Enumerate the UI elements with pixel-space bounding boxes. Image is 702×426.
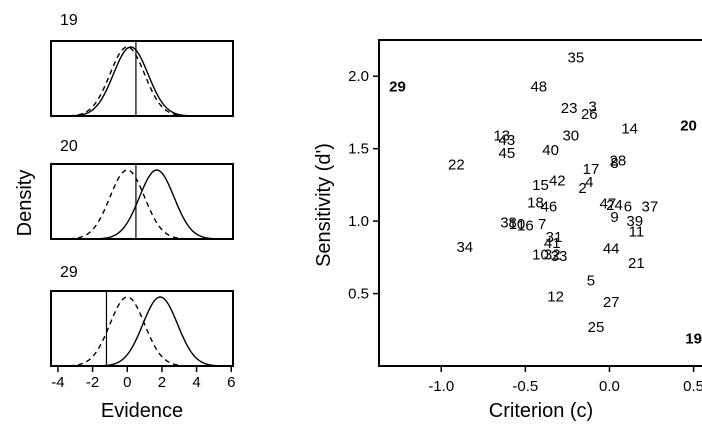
participant-point-32: 32 xyxy=(544,246,561,263)
participant-point-34: 34 xyxy=(456,239,473,256)
panel-frame xyxy=(50,40,234,117)
panel-label: 29 xyxy=(60,264,78,281)
participant-point-9: 9 xyxy=(610,209,618,226)
evidence-tick-label: -4 xyxy=(51,374,64,391)
sensitivity-tick-label: 1.0 xyxy=(348,213,369,230)
density-panel-29: 29 xyxy=(50,264,234,367)
participant-point-11: 11 xyxy=(629,223,645,240)
participant-point-10: 10 xyxy=(509,216,526,233)
evidence-tick-label: 4 xyxy=(192,374,200,391)
sensitivity-tick-label: 1.5 xyxy=(348,141,369,158)
participant-point-24: 24 xyxy=(606,197,623,214)
participant-point-13: 13 xyxy=(493,128,510,145)
participant-point-44: 44 xyxy=(603,241,620,258)
participant-point-30: 30 xyxy=(562,128,579,145)
participant-point-43: 43 xyxy=(499,132,516,149)
participant-point-42: 42 xyxy=(549,173,566,190)
participant-point-20: 20 xyxy=(680,117,697,134)
noise-distribution-curve xyxy=(50,296,233,367)
participant-point-37: 37 xyxy=(642,199,659,216)
evidence-tick-label: 6 xyxy=(227,374,235,391)
participant-point-27: 27 xyxy=(603,294,620,311)
participant-point-26: 26 xyxy=(581,106,598,123)
participant-point-12: 12 xyxy=(547,288,564,305)
panel-frame xyxy=(50,290,234,367)
participant-point-19: 19 xyxy=(685,330,702,347)
participant-point-6: 6 xyxy=(624,199,632,216)
criterion-tick-label: 0.0 xyxy=(599,378,620,395)
evidence-tick-label: -2 xyxy=(86,374,99,391)
participant-point-4: 4 xyxy=(585,174,593,191)
participant-point-18: 18 xyxy=(527,194,544,211)
participant-point-23: 23 xyxy=(561,100,578,117)
participant-point-14: 14 xyxy=(621,120,638,137)
evidence-axis-title: Evidence xyxy=(101,400,183,422)
participant-point-5: 5 xyxy=(587,273,595,290)
evidence-axis: -4 -2 0 2 4 6 xyxy=(51,366,235,391)
participant-point-7: 7 xyxy=(538,216,546,233)
participant-point-48: 48 xyxy=(530,78,547,95)
participant-point-40: 40 xyxy=(542,142,559,159)
participant-point-16: 16 xyxy=(517,217,534,234)
participant-point-17: 17 xyxy=(583,161,600,178)
participant-point-28: 28 xyxy=(610,152,627,169)
panel-label: 19 xyxy=(60,12,78,29)
participant-point-21: 21 xyxy=(628,255,645,272)
density-axis-title: Density xyxy=(14,170,36,237)
participant-point-8: 8 xyxy=(610,155,618,172)
participant-point-46: 46 xyxy=(541,199,558,216)
signal-distribution-curve xyxy=(51,169,234,240)
scatter-frame xyxy=(378,39,702,367)
participant-point-38: 38 xyxy=(500,215,517,232)
sensitivity-axis-title: Sensitivity (d') xyxy=(313,143,335,267)
evidence-tick-label: 0 xyxy=(123,374,131,391)
criterion-tick-label: 0.5 xyxy=(683,378,702,395)
panel-label: 20 xyxy=(60,138,78,155)
participant-point-25: 25 xyxy=(588,319,605,336)
participant-point-33: 33 xyxy=(551,248,568,265)
noise-distribution-curve xyxy=(50,169,233,240)
noise-distribution-curve xyxy=(50,46,233,117)
participant-point-47: 47 xyxy=(599,196,616,213)
sensitivity-tick-label: 2.0 xyxy=(348,68,369,85)
participant-point-15: 15 xyxy=(532,177,549,194)
criterion-axis-title: Criterion (c) xyxy=(489,400,593,422)
participant-point-45: 45 xyxy=(499,145,516,162)
participant-point-3: 3 xyxy=(588,99,596,116)
density-panels: 19 20 29 xyxy=(50,12,234,367)
criterion-tick-label: -0.5 xyxy=(512,378,538,395)
participant-point-22: 22 xyxy=(448,157,465,174)
signal-distribution-curve xyxy=(51,46,233,117)
participant-point-10: 10 xyxy=(532,246,549,263)
sensitivity-tick-label: 0.5 xyxy=(348,286,369,303)
evidence-tick-label: 2 xyxy=(158,374,166,391)
panel-frame xyxy=(50,163,234,240)
participant-point-2: 2 xyxy=(578,180,586,197)
participant-point-41: 41 xyxy=(544,235,561,252)
signal-distribution-curve xyxy=(51,296,233,367)
criterion-tick-label: -1.0 xyxy=(428,378,454,395)
participant-point-31: 31 xyxy=(546,229,563,246)
density-panel-19: 19 xyxy=(50,12,234,117)
density-panel-20: 20 xyxy=(50,138,234,240)
participant-point-35: 35 xyxy=(567,49,584,66)
scatter-plot: -1.0 -0.5 0.0 0.5 0.5 1.0 1.5 2.0 xyxy=(348,39,702,395)
participant-point-29: 29 xyxy=(389,78,406,95)
participant-point-39: 39 xyxy=(626,213,643,230)
